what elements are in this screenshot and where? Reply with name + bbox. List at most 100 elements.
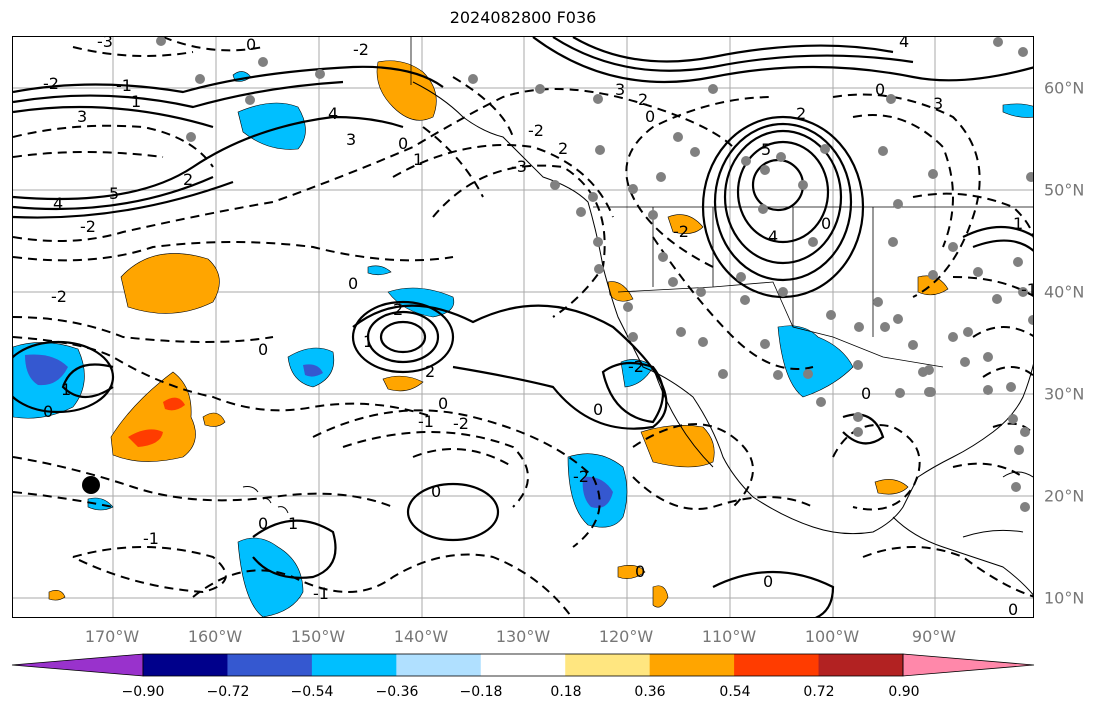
svg-text:-1: -1 — [418, 412, 434, 431]
svg-text:0: 0 — [43, 402, 53, 421]
svg-text:2: 2 — [796, 104, 806, 123]
lon-label-140w: 140°W — [393, 627, 449, 646]
colorbar-tick: 0.54 — [719, 684, 751, 700]
svg-text:0: 0 — [438, 394, 448, 413]
svg-text:-2: -2 — [453, 414, 469, 433]
lon-label-160w: 160°W — [187, 627, 243, 646]
colorbar-segment — [143, 654, 228, 676]
lon-label-110w: 110°W — [701, 627, 757, 646]
svg-text:0: 0 — [348, 274, 358, 293]
shaded-fields — [13, 60, 1033, 617]
lat-label-50n: 50°N — [1044, 180, 1085, 200]
colorbar-tick: −0.36 — [375, 684, 419, 700]
colorbar-segment — [480, 654, 566, 676]
svg-text:0: 0 — [645, 107, 655, 126]
colorbar-tick: −0.18 — [459, 684, 503, 700]
svg-text:-1: -1 — [313, 584, 329, 603]
svg-text:2: 2 — [425, 362, 435, 381]
map-canvas: -3 -2 -1 1 3 5 4 2 -2 0 -2 4 3 0 1 0 2 1… — [13, 37, 1034, 618]
svg-text:0: 0 — [258, 514, 268, 533]
svg-text:1: 1 — [61, 380, 71, 399]
dashed-contours — [13, 37, 1033, 617]
svg-text:0: 0 — [258, 340, 268, 359]
svg-text:2: 2 — [638, 90, 648, 109]
svg-text:0: 0 — [246, 37, 256, 54]
svg-text:-3: -3 — [511, 157, 527, 176]
svg-text:2: 2 — [393, 300, 403, 319]
svg-text:-2: -2 — [80, 217, 96, 236]
lon-label-120w: 120°W — [598, 627, 654, 646]
svg-text:-2: -2 — [43, 74, 59, 93]
lon-label-170w: 170°W — [84, 627, 140, 646]
svg-text:-1: -1 — [1021, 280, 1034, 299]
colorbar-segment — [818, 654, 904, 676]
lon-label-150w: 150°W — [290, 627, 346, 646]
svg-text:1: 1 — [413, 150, 423, 169]
colorbar-tick: 0.72 — [803, 684, 835, 700]
lat-label-10n: 10°N — [1044, 588, 1085, 608]
svg-text:3: 3 — [615, 80, 625, 99]
colorbar-segment — [734, 654, 820, 676]
lon-label-90w: 90°W — [911, 627, 957, 646]
lon-label-100w: 100°W — [804, 627, 860, 646]
svg-text:1: 1 — [288, 514, 298, 533]
svg-text:-2: -2 — [628, 357, 644, 376]
svg-text:1: 1 — [363, 332, 373, 351]
svg-text:4: 4 — [328, 104, 338, 123]
svg-text:0: 0 — [635, 562, 645, 581]
svg-text:-2: -2 — [573, 467, 589, 486]
svg-text:0: 0 — [1008, 600, 1018, 618]
svg-text:3: 3 — [933, 94, 943, 113]
map-title: 2024082800 F036 — [449, 8, 597, 27]
svg-text:0: 0 — [431, 482, 441, 501]
svg-text:0: 0 — [861, 384, 871, 403]
colorbar-tick: −0.72 — [206, 684, 250, 700]
svg-text:2: 2 — [558, 139, 568, 158]
colorbar-tick: −0.90 — [121, 684, 165, 700]
lat-label-20n: 20°N — [1044, 486, 1085, 506]
svg-text:5: 5 — [761, 140, 771, 159]
solid-contours — [13, 37, 1033, 617]
svg-text:1: 1 — [1013, 214, 1023, 233]
svg-text:-2: -2 — [528, 121, 544, 140]
svg-text:-2: -2 — [353, 40, 369, 59]
colorbar-tick: −0.54 — [290, 684, 334, 700]
location-marker — [82, 476, 100, 494]
svg-text:0: 0 — [763, 572, 773, 591]
colorbar-tick: 0.36 — [634, 684, 666, 700]
svg-text:4: 4 — [768, 227, 778, 246]
svg-text:3: 3 — [346, 130, 356, 149]
colorbar-segment — [311, 654, 397, 676]
svg-text:0: 0 — [398, 134, 408, 153]
svg-text:1: 1 — [131, 92, 141, 111]
contour-labels: -3 -2 -1 1 3 5 4 2 -2 0 -2 4 3 0 1 0 2 1… — [43, 37, 1034, 618]
svg-text:-2: -2 — [673, 222, 689, 241]
colorbar-extend-high — [902, 653, 1035, 677]
colorbar-tick: 0.18 — [550, 684, 582, 700]
svg-text:-1: -1 — [143, 529, 159, 548]
svg-text:3: 3 — [77, 107, 87, 126]
svg-text:2: 2 — [183, 170, 193, 189]
lon-label-130w: 130°W — [495, 627, 551, 646]
svg-text:0: 0 — [821, 214, 831, 233]
map-panel: -3 -2 -1 1 3 5 4 2 -2 0 -2 4 3 0 1 0 2 1… — [12, 36, 1034, 618]
colorbar-segment — [396, 654, 482, 676]
svg-text:-2: -2 — [51, 287, 67, 306]
svg-text:-1: -1 — [116, 76, 132, 95]
station-markers — [156, 37, 1033, 512]
coastline — [242, 37, 1033, 596]
svg-text:0: 0 — [875, 80, 885, 99]
lat-label-30n: 30°N — [1044, 384, 1085, 404]
colorbar-segment — [649, 654, 735, 676]
svg-text:0: 0 — [593, 400, 603, 419]
colorbar-extend-low — [11, 653, 144, 677]
colorbar — [11, 653, 1035, 677]
lat-label-60n: 60°N — [1044, 78, 1085, 98]
svg-text:-3: -3 — [97, 37, 113, 51]
svg-text:4: 4 — [53, 194, 63, 213]
svg-text:4: 4 — [899, 37, 909, 51]
colorbar-segment — [565, 654, 651, 676]
lat-label-40n: 40°N — [1044, 282, 1085, 302]
colorbar-tick: 0.90 — [888, 684, 920, 700]
colorbar-outline — [142, 653, 904, 677]
